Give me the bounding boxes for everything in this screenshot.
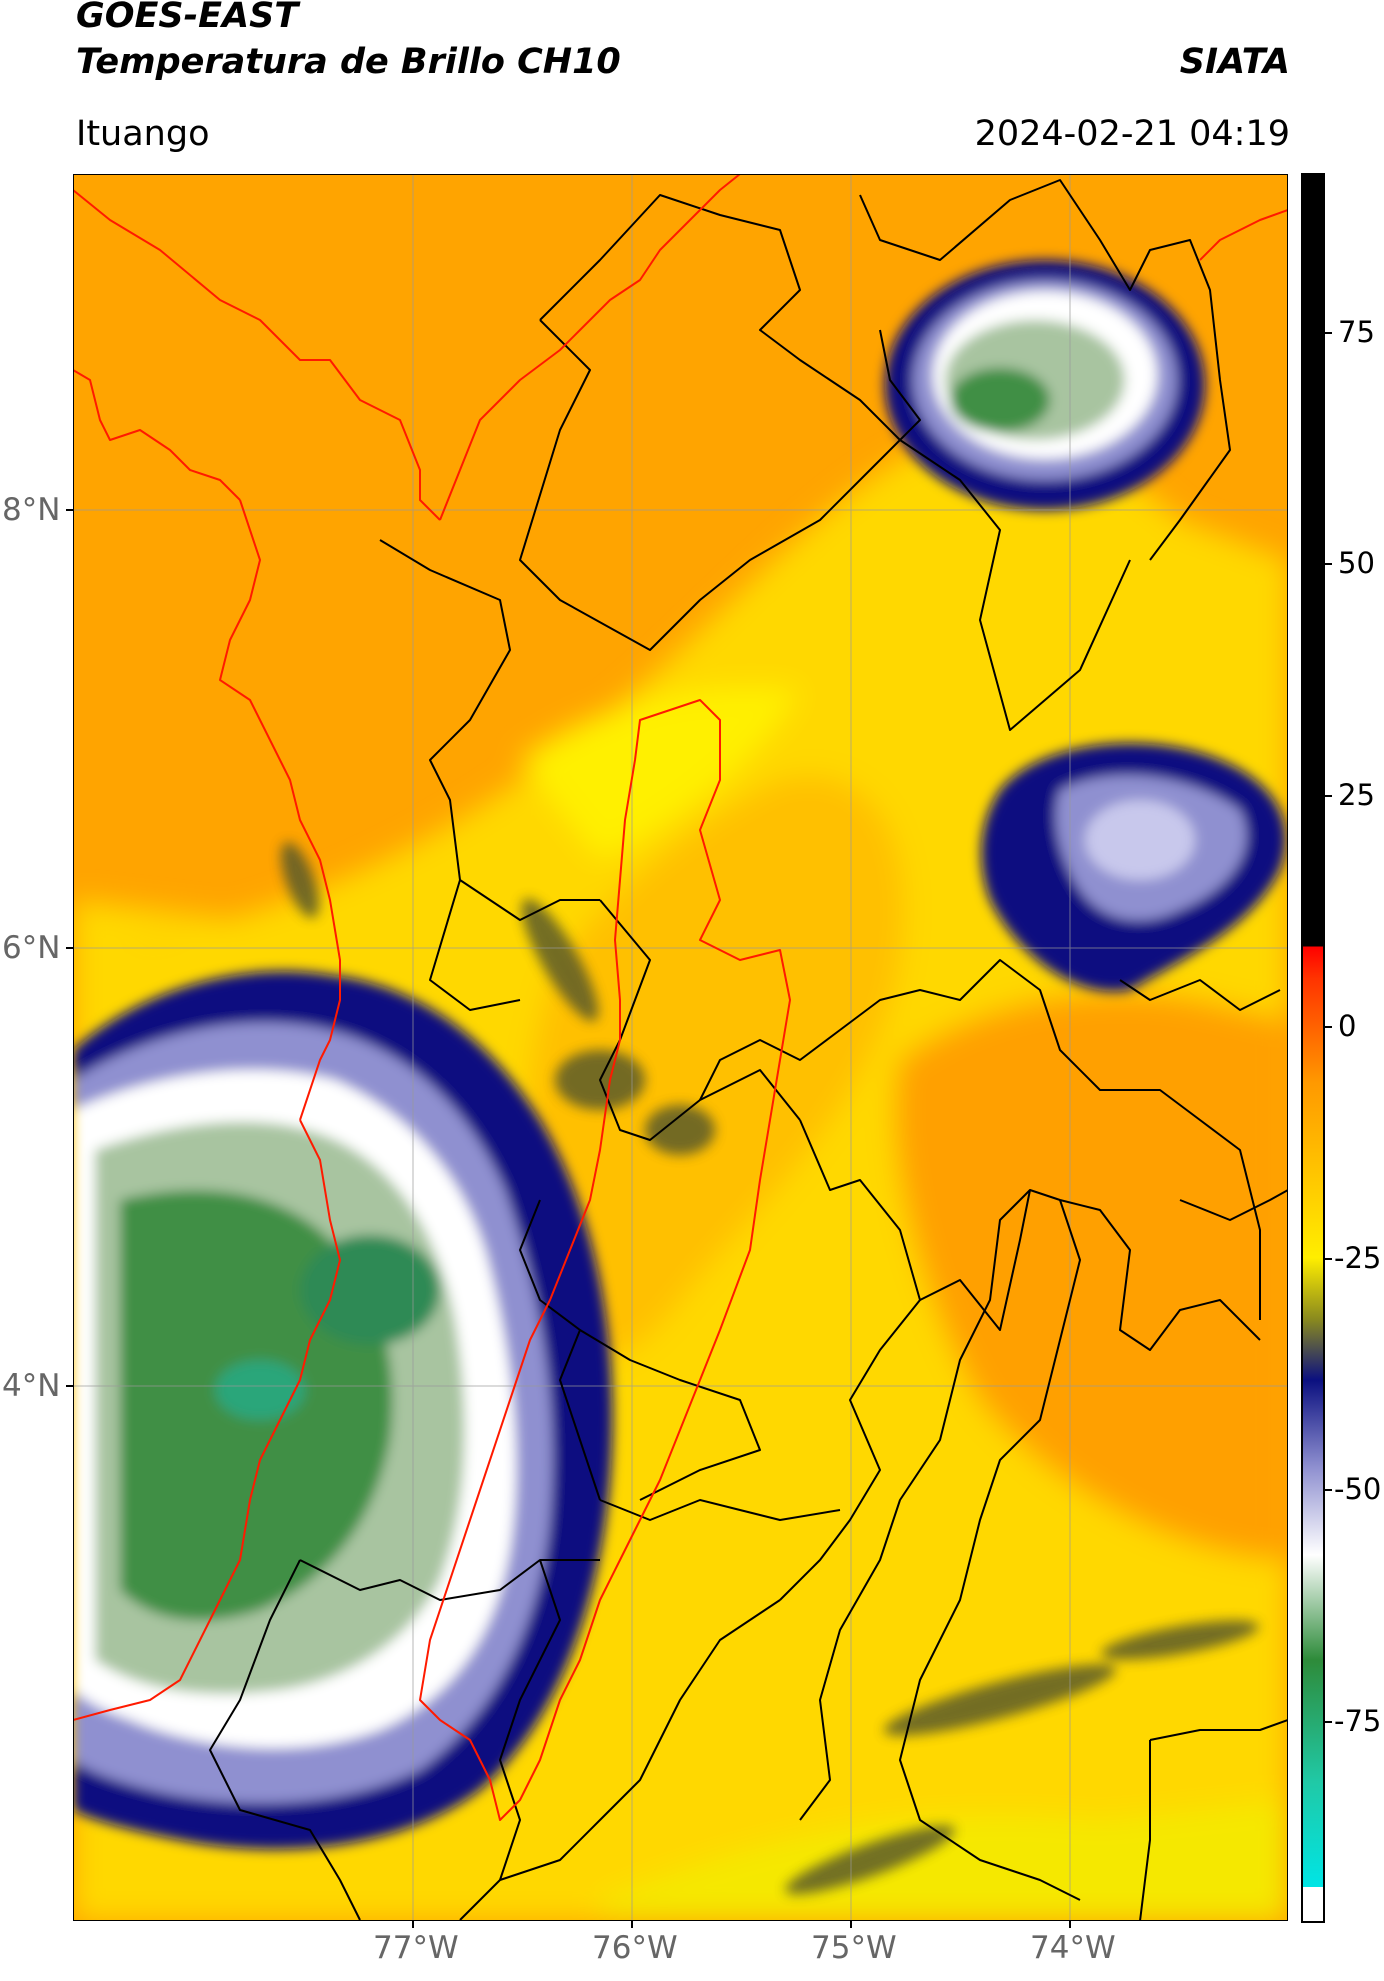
axis-ticks (66, 509, 1071, 1928)
colorbar-gradient (1301, 173, 1325, 1923)
product-title: Temperatura de Brillo CH10 (76, 42, 621, 82)
colorbar-tick-25: 25 (1338, 778, 1375, 812)
lat-label-4n: 4°N (2, 1368, 61, 1404)
lon-label-76w: 76°W (592, 1930, 678, 1966)
graticule (73, 174, 1288, 1921)
lat-label-8n: 8°N (2, 492, 61, 528)
lon-label-77w: 77°W (373, 1930, 459, 1966)
satellite-title: GOES-EAST (76, 0, 299, 36)
brand-label: SIATA (1179, 42, 1290, 82)
colorbar-tick-0: 0 (1338, 1009, 1357, 1043)
colorbar-tick-75: 75 (1338, 315, 1375, 349)
admin-boundaries (209, 179, 1288, 1921)
coastline-borders (73, 174, 1288, 1821)
lon-label-74w: 74°W (1030, 1930, 1116, 1966)
colorbar-tick-minus25: -25 (1334, 1241, 1382, 1275)
colorbar-tick-minus75: -75 (1334, 1704, 1382, 1738)
location-label: Ituango (76, 114, 210, 154)
colorbar (1301, 173, 1332, 1923)
colorbar-tick-50: 50 (1338, 546, 1375, 580)
brightness-temperature-field (73, 174, 1288, 1921)
lon-label-75w: 75°W (811, 1930, 897, 1966)
lat-label-6n: 6°N (2, 930, 61, 966)
colorbar-tick-minus50: -50 (1334, 1472, 1382, 1506)
timestamp-label: 2024-02-21 04:19 (974, 114, 1290, 154)
